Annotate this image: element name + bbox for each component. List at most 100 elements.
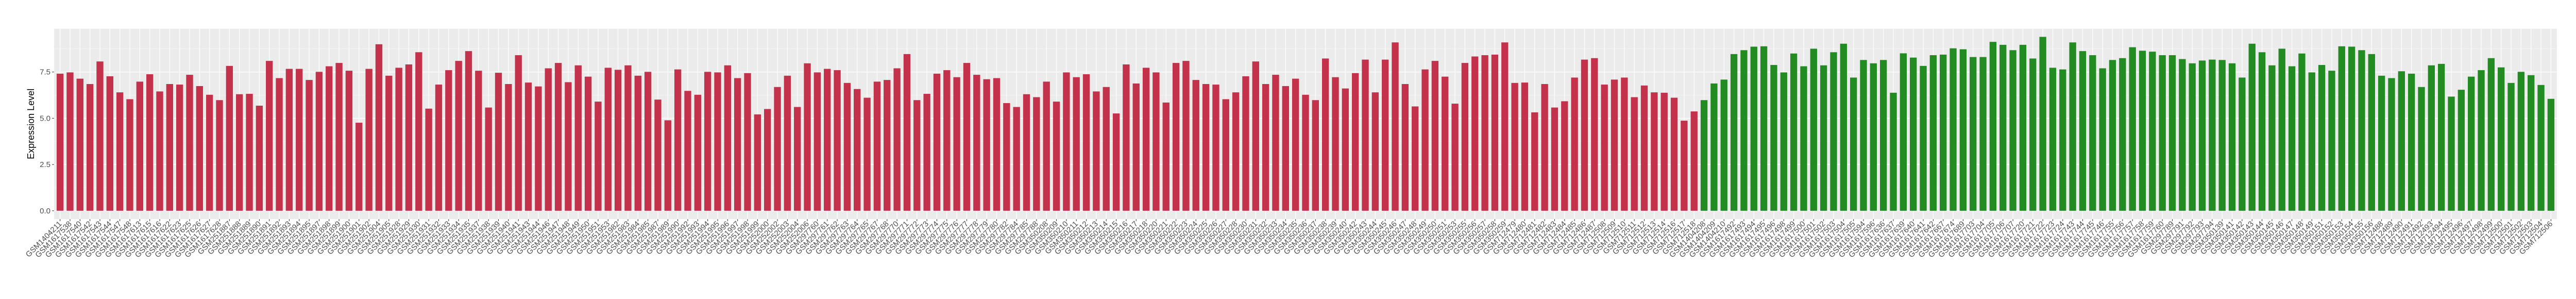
bar-GSM350222 — [1172, 63, 1180, 211]
y-axis: 0.0 2.5 5.0 7.5 — [40, 68, 54, 215]
bar-GSM350256 — [1471, 56, 1479, 211]
bar-GSM1617758 — [2139, 51, 2146, 211]
bar-GSM251951 — [595, 102, 602, 211]
bar-GSM251946 — [545, 68, 552, 211]
bar-GSM1617723 — [2049, 68, 2057, 211]
bar-GSM251900 — [345, 71, 353, 211]
bar-GSM1617641 — [1920, 65, 1927, 211]
bar-GSM712517 — [1681, 121, 1688, 211]
bar-GSM1617493 — [1740, 50, 1748, 211]
bar-GSM251987 — [654, 99, 662, 211]
bar-GSM1617505 — [1850, 77, 1857, 211]
bar-GSM297777 — [963, 63, 971, 211]
bar-GSM251890 — [256, 105, 263, 211]
bar-GSM251947 — [554, 63, 562, 211]
bar-GSM297782 — [1003, 103, 1010, 211]
bar-GSM1617639 — [1900, 53, 1907, 211]
bar-GSM297760 — [814, 72, 821, 211]
bar-GSM1617543 — [96, 61, 104, 211]
y-tick-label: 0.0 — [40, 207, 50, 215]
bar-GSM297778 — [973, 75, 980, 211]
bar-GSM251933 — [445, 70, 452, 211]
bar-GSM712485 — [1571, 77, 1578, 211]
bar-GSM712488 — [2378, 75, 2385, 211]
bar-GSM350220 — [1153, 72, 1160, 211]
bar-GSM350149 — [2308, 72, 2315, 211]
bar-GSM1617622 — [166, 84, 174, 211]
bar-GSM350235 — [1292, 78, 1299, 211]
bar-GSM251989 — [664, 120, 671, 211]
bar-GSM1617743 — [2069, 42, 2076, 211]
bar-GSM350249 — [1421, 69, 1429, 211]
bar-GSM350239 — [1332, 77, 1339, 211]
bar-GSM350145 — [2268, 65, 2276, 211]
bar-GSM1617755 — [2109, 60, 2116, 211]
bar-GSM712512 — [1640, 85, 1648, 211]
bar-GSM251894 — [296, 69, 303, 211]
bar-GSM712518 — [1690, 111, 1698, 211]
bar-GSM350209 — [1053, 102, 1060, 211]
bar-GSM350155 — [2358, 50, 2365, 211]
bar-GSM350259 — [1501, 42, 1509, 211]
bar-GSM1617596 — [1870, 63, 1877, 211]
bar-GSM1617628 — [216, 100, 223, 211]
bar-GSM350247 — [1401, 84, 1409, 211]
bar-GSM350227 — [1222, 99, 1229, 211]
bar-GSM251930 — [415, 52, 422, 211]
y-tick-label: 7.5 — [40, 68, 50, 77]
bar-GSM1617640 — [1910, 57, 1917, 211]
bar-GSM1617594 — [1860, 60, 1867, 211]
bar-GSM1617496 — [1770, 65, 1777, 211]
bar-GSM350153 — [2338, 46, 2345, 211]
bar-GSM712490 — [2398, 71, 2405, 211]
bar-GSM1617492 — [1730, 54, 1738, 211]
bar-GSM350213 — [1093, 91, 1100, 211]
bar-GSM297776 — [953, 77, 960, 211]
bar-GSM297763 — [843, 82, 851, 211]
bar-GSM712514 — [1660, 92, 1668, 211]
bar-GSM712502 — [2517, 72, 2525, 211]
bar-GSM252002 — [774, 87, 781, 211]
bar-GSM297791 — [2179, 59, 2186, 211]
bar-GSM712493 — [2428, 65, 2435, 211]
bar-GSM251944 — [535, 86, 542, 211]
bar-GSM1617689 — [1959, 49, 1967, 211]
bar-GSM350148 — [2298, 53, 2306, 211]
bar-GSM1617707 — [2009, 50, 2016, 211]
bar-GSM1617542 — [86, 84, 94, 211]
bar-GSM297788 — [1033, 97, 1040, 211]
bar-GSM712479 — [1511, 82, 1518, 211]
bar-GSM1617623 — [176, 85, 183, 211]
bar-GSM251904 — [375, 44, 383, 211]
bar-GSM252003 — [784, 75, 791, 211]
bar-GSM251892 — [276, 78, 283, 211]
bar-GSM251931 — [425, 108, 432, 211]
bar-GSM297767 — [873, 81, 881, 211]
bar-GSM712510 — [1621, 77, 1628, 211]
bar-GSM350251 — [1442, 76, 1449, 211]
bar-GSM350141 — [2228, 63, 2236, 211]
bar-GSM297785 — [1023, 94, 1030, 211]
bar-GSM251990 — [674, 69, 682, 211]
bar-GSM350147 — [2288, 66, 2296, 211]
bar-GSM251905 — [385, 75, 393, 211]
bar-GSM1617501 — [1810, 48, 1817, 211]
bar-GSM350248 — [1412, 106, 1419, 211]
y-axis-title: Expression Level — [26, 89, 36, 159]
bar-GSM1617636 — [1880, 60, 1887, 211]
bar-GSM251898 — [326, 66, 333, 211]
bar-GSM350221 — [1162, 102, 1170, 211]
bar-GSM251983 — [624, 65, 632, 211]
bar-GSM1617613 — [136, 81, 143, 211]
bar-GSM350139 — [2218, 60, 2226, 211]
bar-GSM350212 — [1082, 74, 1090, 211]
bar-GSM712506 — [2547, 98, 2555, 211]
bar-GSM1617721 — [2029, 58, 2037, 211]
bar-GSM251935 — [465, 51, 472, 211]
bar-GSM1404210 — [1720, 79, 1727, 211]
bar-GSM712496 — [2458, 90, 2465, 211]
bar-GSM252004 — [794, 107, 801, 211]
bar-GSM350246 — [1392, 42, 1399, 211]
bar-GSM1617745 — [2089, 55, 2096, 211]
bar-GSM1404211 — [56, 73, 64, 211]
